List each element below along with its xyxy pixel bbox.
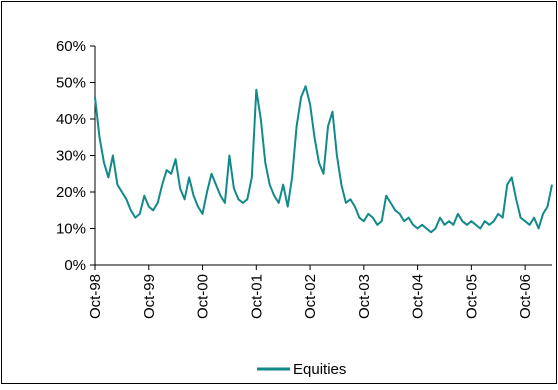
x-tick-label: Oct-02 <box>302 274 319 319</box>
y-tick-label: 40% <box>56 111 86 128</box>
x-tick-label: Oct-98 <box>87 274 104 319</box>
legend: Equities <box>257 361 346 378</box>
y-tick-label: 60% <box>56 38 86 55</box>
x-tick-label: Oct-04 <box>410 274 427 319</box>
series-line-equities <box>94 85 553 234</box>
x-tick-label: Oct-01 <box>248 274 265 319</box>
x-tick-label: Oct-00 <box>195 274 212 319</box>
x-tick-label: Oct-99 <box>141 274 158 319</box>
y-tick-label: 10% <box>56 221 86 238</box>
x-tick-label: Oct-03 <box>356 274 373 319</box>
legend-label: Equities <box>293 361 346 378</box>
y-axis: 0% 10% 20% 30% 40% 50% 60% <box>56 38 96 274</box>
y-tick-label: 30% <box>56 148 86 165</box>
x-tick-label: Oct-06 <box>517 274 534 319</box>
y-tick-label: 0% <box>64 257 86 274</box>
x-tick-label: Oct-05 <box>463 274 480 319</box>
x-axis: Oct-98 Oct-99 Oct-00 Oct-01 Oct-02 Oct-03 Oct-… <box>87 264 552 319</box>
y-tick-label: 20% <box>56 184 86 201</box>
series-group <box>94 85 553 234</box>
y-tick-label: 50% <box>56 75 86 92</box>
